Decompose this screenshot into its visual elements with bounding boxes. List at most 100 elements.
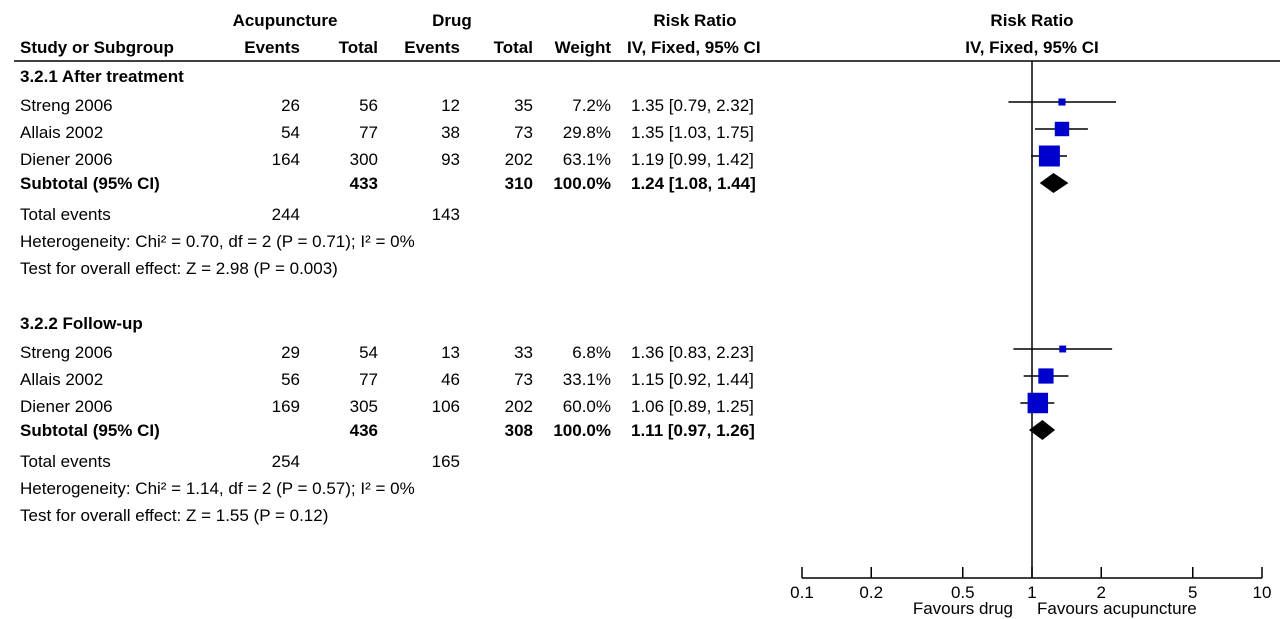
effect-square [1039,146,1060,167]
total-1: 77 [359,370,378,389]
study-name: Diener 2006 [20,150,113,169]
total-2: 33 [514,343,533,362]
study-name: Diener 2006 [20,397,113,416]
risk-ratio-ci: 1.35 [1.03, 1.75] [631,123,754,142]
events-1: 54 [281,123,300,142]
table-row: Diener 2006 164 300 93 202 63.1% 1.19 [0… [20,150,754,169]
subgroup-title: 3.2.2 Follow-up [20,314,143,333]
subtotal-total-1: 433 [350,174,378,193]
events-2: 12 [441,96,460,115]
x-axis-tick-label: 0.1 [790,583,814,602]
weight: 6.8% [572,343,611,362]
events-1: 164 [272,150,300,169]
group2-events-header: Events [404,38,460,57]
group1-header: Acupuncture [233,11,338,30]
group2-header: Drug [432,11,472,30]
study-name: Streng 2006 [20,343,113,362]
subtotal-diamond [1040,173,1069,193]
subtotal-ci: 1.11 [0.97, 1.26] [631,421,755,440]
events-2: 106 [432,397,460,416]
weight-header: Weight [555,38,612,57]
subtotal-label: Subtotal (95% CI) [20,174,160,193]
risk-ratio-ci: 1.36 [0.83, 2.23] [631,343,754,362]
subtotal-ci: 1.24 [1.08, 1.44] [631,174,756,193]
risk-ratio-ci: 1.15 [0.92, 1.44] [631,370,754,389]
plot-method-header: IV, Fixed, 95% CI [965,38,1099,57]
group1-total-header: Total [339,38,378,57]
subtotal-total-2: 310 [505,174,533,193]
total-events-label: Total events [20,452,111,471]
subtotal-weight: 100.0% [553,421,611,440]
table-row: Streng 2006 26 56 12 35 7.2% 1.35 [0.79,… [20,96,754,115]
risk-ratio-ci: 1.06 [0.89, 1.25] [631,397,754,416]
total-2: 202 [505,397,533,416]
favours-right-label: Favours acupuncture [1037,599,1197,618]
plot-risk-ratio-header: Risk Ratio [990,11,1073,30]
total-1: 305 [350,397,378,416]
subtotal-diamond [1029,420,1055,440]
total-events-row: Total events 254 165 [20,452,460,471]
total-1: 56 [359,96,378,115]
favours-left-label: Favours drug [913,599,1013,618]
effect-square [1058,98,1065,105]
total-events-label: Total events [20,205,111,224]
x-axis-tick-label: 1 [1027,583,1036,602]
events-2: 38 [441,123,460,142]
events-2: 46 [441,370,460,389]
method-header: IV, Fixed, 95% CI [627,38,761,57]
x-axis-tick-label: 10 [1253,583,1272,602]
total-events-row: Total events 244 143 [20,205,460,224]
risk-ratio-header: Risk Ratio [653,11,736,30]
total-2: 35 [514,96,533,115]
risk-ratio-ci: 1.35 [0.79, 2.32] [631,96,754,115]
subtotal-row: Subtotal (95% CI) 436 308 100.0% 1.11 [0… [20,421,755,440]
study-name: Allais 2002 [20,370,103,389]
total-events-2: 165 [432,452,460,471]
effect-square [1059,346,1066,353]
table-row: Diener 2006 169 305 106 202 60.0% 1.06 [… [20,397,754,416]
forest-plot-area: 0.1 0.2 0.5 1 2 5 10 [790,61,1271,602]
subtotal-weight: 100.0% [553,174,611,193]
total-events-1: 254 [272,452,300,471]
x-axis-tick-label: 0.2 [859,583,883,602]
subtotal-row: Subtotal (95% CI) 433 310 100.0% 1.24 [1… [20,174,756,193]
subgroup-title: 3.2.1 After treatment [20,67,184,86]
events-1: 29 [281,343,300,362]
total-1: 77 [359,123,378,142]
total-2: 202 [505,150,533,169]
subtotal-total-2: 308 [505,421,533,440]
subtotal-label: Subtotal (95% CI) [20,421,160,440]
effect-square [1038,368,1053,383]
total-events-2: 143 [432,205,460,224]
risk-ratio-ci: 1.19 [0.99, 1.42] [631,150,754,169]
events-1: 56 [281,370,300,389]
effect-square [1055,122,1069,136]
events-2: 93 [441,150,460,169]
total-2: 73 [514,370,533,389]
weight: 29.8% [563,123,611,142]
total-1: 300 [350,150,378,169]
heterogeneity-text: Heterogeneity: Chi² = 0.70, df = 2 (P = … [20,232,415,251]
total-events-1: 244 [272,205,300,224]
total-1: 54 [359,343,378,362]
table-row: Allais 2002 54 77 38 73 29.8% 1.35 [1.03… [20,123,754,142]
study-name: Allais 2002 [20,123,103,142]
weight: 63.1% [563,150,611,169]
total-2: 73 [514,123,533,142]
overall-effect-text: Test for overall effect: Z = 1.55 (P = 0… [20,506,328,525]
table-row: Allais 2002 56 77 46 73 33.1% 1.15 [0.92… [20,370,754,389]
events-1: 169 [272,397,300,416]
effect-square [1028,393,1048,413]
weight: 7.2% [572,96,611,115]
overall-effect-text: Test for overall effect: Z = 2.98 (P = 0… [20,259,338,278]
weight: 33.1% [563,370,611,389]
subtotal-total-1: 436 [350,421,378,440]
heterogeneity-text: Heterogeneity: Chi² = 1.14, df = 2 (P = … [20,479,415,498]
table-row: Streng 2006 29 54 13 33 6.8% 1.36 [0.83,… [20,343,754,362]
study-name: Streng 2006 [20,96,113,115]
events-1: 26 [281,96,300,115]
events-2: 13 [441,343,460,362]
weight: 60.0% [563,397,611,416]
study-column-header: Study or Subgroup [20,38,174,57]
group2-total-header: Total [494,38,533,57]
